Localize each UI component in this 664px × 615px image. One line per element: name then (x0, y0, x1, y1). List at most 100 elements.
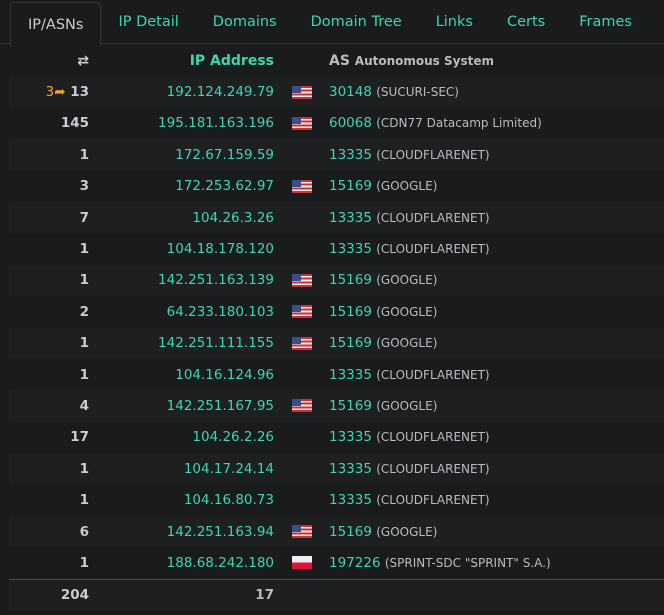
asn-link[interactable]: 13335 (329, 241, 372, 258)
as-name: (CLOUDFLARENET) (376, 147, 490, 162)
table-row: 145 195.181.163.196 60068 (CDN77 Datacamp … (9, 108, 664, 139)
asn-link[interactable]: 15169 (329, 335, 372, 352)
flag-us-icon (291, 525, 312, 539)
tab-frames[interactable]: Frames (579, 14, 632, 30)
as-name: (CLOUDFLARENET) (376, 493, 490, 508)
request-count: 1 (79, 554, 89, 571)
request-count: 1 (9, 327, 89, 359)
flag-us-icon (291, 85, 312, 99)
ip-address-header: IP Address (189, 52, 274, 69)
flag-us-icon (291, 273, 312, 287)
asn-link[interactable]: 15169 (329, 523, 372, 540)
asn-link[interactable]: 13335 (329, 460, 372, 477)
table-row: 1 142.251.111.155 15169 (GOOGLE) (9, 327, 664, 359)
as-name: (GOOGLE) (376, 524, 438, 539)
table-row: 2 64.233.180.103 15169 (GOOGLE) (9, 296, 664, 327)
asn-link[interactable]: 60068 (329, 115, 372, 132)
ip-link[interactable]: 104.16.124.96 (175, 366, 274, 383)
asn-link[interactable]: 13335 (329, 429, 372, 446)
request-count: 2 (79, 303, 89, 320)
table-row: 1 188.68.242.180 197226 (SPRINT-SDC "SPRIN… (9, 547, 664, 579)
ip-link[interactable]: 142.251.111.155 (158, 335, 274, 352)
request-count: 1 (79, 241, 89, 258)
request-count: 3➦ 13 (9, 76, 89, 108)
ip-link[interactable]: 104.26.2.26 (192, 429, 274, 446)
ip-link[interactable]: 104.16.80.73 (183, 492, 274, 509)
flag-us-icon (291, 336, 312, 350)
tab-domains[interactable]: Domains (212, 14, 277, 30)
ip-link[interactable]: 104.18.178.120 (166, 241, 274, 258)
asn-link[interactable]: 15169 (329, 272, 372, 289)
table-row: 3➦ 13 192.124.249.79 30148 (SUCURI-SEC) (9, 76, 664, 108)
ip-link[interactable]: 172.253.62.97 (175, 178, 274, 195)
flag-us-icon (291, 305, 312, 319)
as-name: (CLOUDFLARENET) (376, 367, 490, 382)
flag-pl-icon (291, 556, 312, 570)
ip-link[interactable]: 104.17.24.14 (183, 460, 274, 477)
as-header: AS Autonomous System (329, 52, 494, 69)
asn-link[interactable]: 15169 (329, 303, 372, 320)
swap-arrows-icon[interactable]: ⇄ (77, 52, 89, 69)
ip-link[interactable]: 142.251.167.95 (166, 397, 274, 414)
as-name: (GOOGLE) (376, 398, 438, 413)
table-row: 1 104.16.124.96 13335 (CLOUDFLARENET) (9, 359, 664, 390)
as-name: (CLOUDFLARENET) (376, 430, 490, 445)
request-count: 17 (70, 429, 89, 446)
tab-domain-tree[interactable]: Domain Tree (310, 14, 402, 30)
as-name: (CLOUDFLARENET) (376, 210, 490, 225)
ip-link[interactable]: 188.68.242.180 (166, 554, 274, 571)
request-count: 4 (9, 390, 89, 422)
tab-links[interactable]: Links (435, 14, 473, 30)
table-row: 17 104.26.2.26 13335 (CLOUDFLARENET) (9, 422, 664, 453)
request-count: 145 (60, 115, 89, 132)
asn-link[interactable]: 13335 (329, 209, 372, 226)
ip-link[interactable]: 142.251.163.94 (166, 523, 274, 540)
ip-link[interactable]: 104.26.3.26 (192, 209, 274, 226)
table-row: 1 104.17.24.14 13335 (CLOUDFLARENET) (9, 453, 664, 485)
as-name: (CLOUDFLARENET) (376, 242, 490, 257)
asn-link[interactable]: 30148 (329, 84, 372, 101)
table-row: 1 172.67.159.59 13335 (CLOUDFLARENET) (9, 139, 664, 171)
as-name: (SPRINT-SDC "SPRINT" S.A.) (384, 555, 551, 570)
table-row: 3 172.253.62.97 15169 (GOOGLE) (9, 171, 664, 202)
ip-link[interactable]: 192.124.249.79 (166, 84, 274, 101)
total-requests: 204 (9, 578, 89, 612)
redirect-count: 3 (45, 84, 55, 101)
tab-bar: IP/ASNs IP Detail Domains Domain Tree Links C… (0, 0, 664, 47)
flag-us-icon (291, 179, 312, 193)
request-count: 1 (79, 366, 89, 383)
request-count: 1 (9, 139, 89, 171)
request-count: 1 (9, 453, 89, 485)
asn-link[interactable]: 15169 (329, 178, 372, 195)
table-row: 1 104.16.80.73 13335 (CLOUDFLARENET) (9, 484, 664, 515)
ip-link[interactable]: 142.251.163.139 (158, 272, 274, 289)
asn-link[interactable]: 13335 (329, 492, 372, 509)
asn-link[interactable]: 15169 (329, 397, 372, 414)
table-row: 1 142.251.163.139 15169 (GOOGLE) (9, 264, 664, 297)
as-name: (CDN77 Datacamp Limited) (376, 116, 542, 131)
as-name: (CLOUDFLARENET) (376, 461, 490, 476)
asn-link[interactable]: 13335 (329, 146, 372, 163)
as-name: (GOOGLE) (376, 273, 438, 288)
tab-ip-detail[interactable]: IP Detail (118, 14, 179, 30)
request-count: 1 (9, 264, 89, 297)
as-name: (GOOGLE) (376, 304, 438, 319)
request-count: 1 (79, 492, 89, 509)
as-name: (SUCURI-SEC) (376, 85, 459, 100)
asn-link[interactable]: 13335 (329, 366, 372, 383)
flag-us-icon (291, 116, 312, 130)
as-name: (GOOGLE) (376, 336, 438, 351)
tab-certs[interactable]: Certs (506, 14, 546, 30)
redirect-arrow-icon: ➦ (54, 84, 66, 101)
asn-link[interactable]: 197226 (329, 554, 381, 571)
ip-link[interactable]: 195.181.163.196 (158, 115, 274, 132)
total-ips: 17 (89, 578, 274, 612)
ip-asn-table: ⇄ IP Address AS Autonomous System 3➦ 13 1… (9, 45, 664, 612)
flag-us-icon (291, 399, 312, 413)
table-row: 1 104.18.178.120 13335 (CLOUDFLARENET) (9, 233, 664, 264)
tab-ip-asns[interactable]: IP/ASNs (10, 2, 102, 47)
table-row: 6 142.251.163.94 15169 (GOOGLE) (9, 515, 664, 548)
request-count: 3 (79, 178, 89, 195)
ip-link[interactable]: 172.67.159.59 (175, 146, 274, 163)
ip-link[interactable]: 64.233.180.103 (166, 303, 274, 320)
